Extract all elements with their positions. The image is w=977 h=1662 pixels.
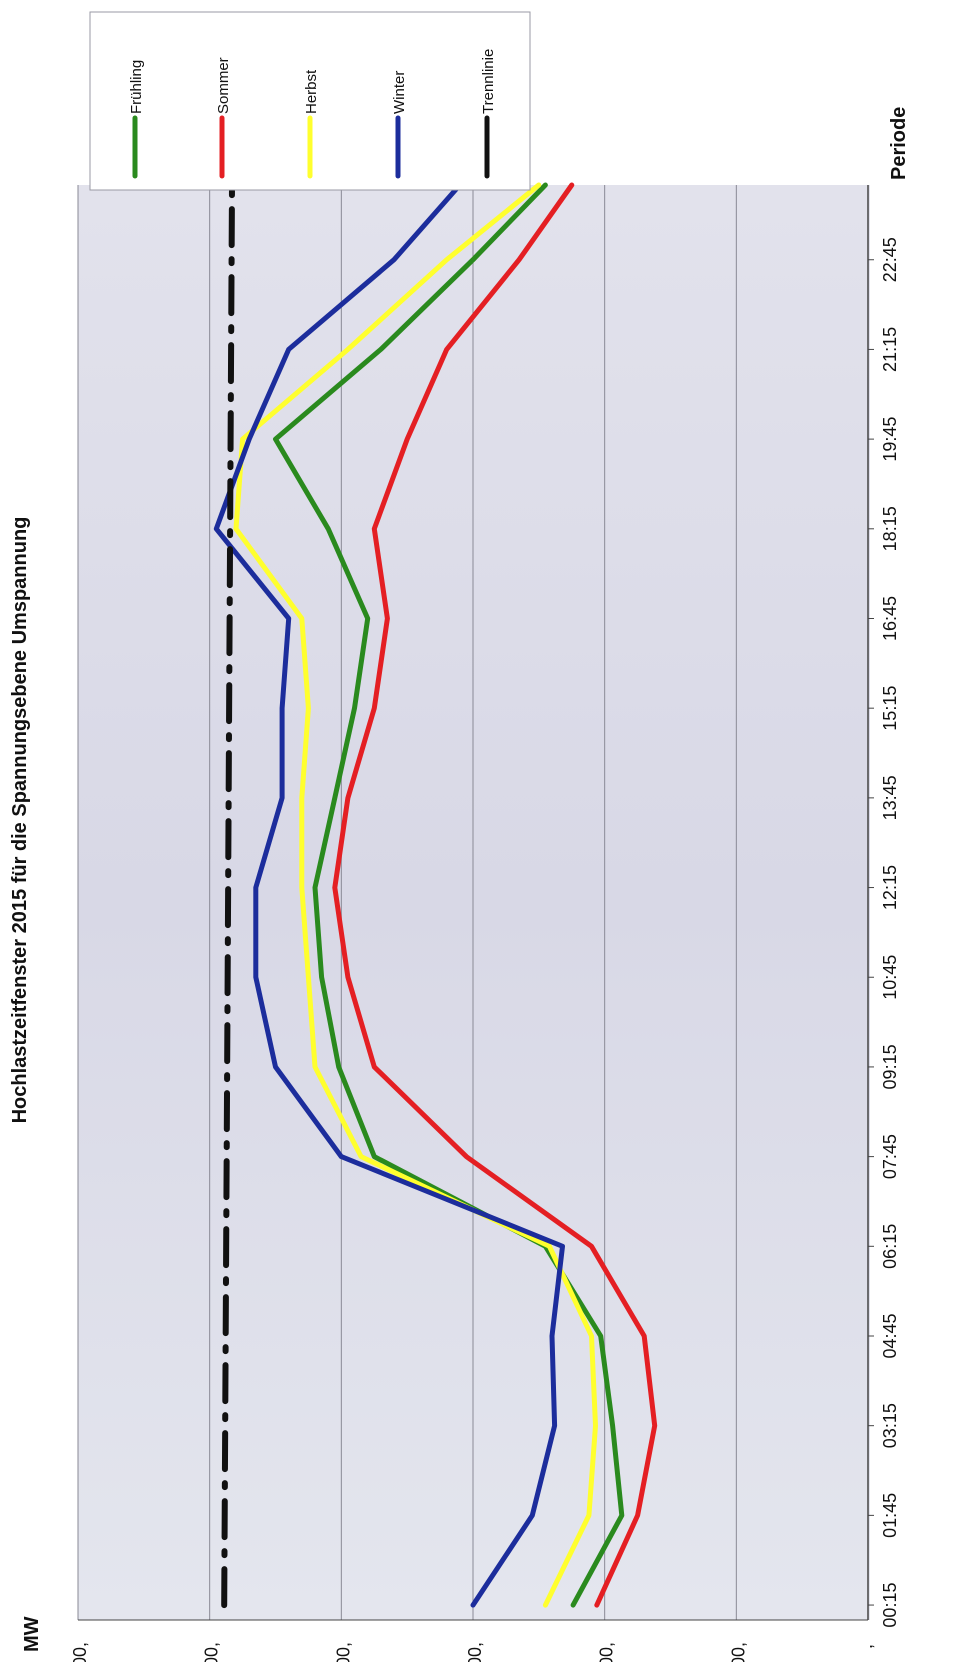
grid-lines: [77, 185, 737, 1620]
x-tick-label: 09:15: [880, 1044, 900, 1089]
y-tick-label: 20000,: [597, 1642, 617, 1662]
x-tick-label: 03:15: [880, 1403, 900, 1448]
plot-area: [78, 185, 870, 1620]
legend: Frühling Sommer Herbst Winter Trennlinie: [89, 11, 531, 191]
y-tick-label: 10000,: [728, 1642, 748, 1662]
y-tick-label: 60000,: [70, 1642, 90, 1662]
x-tick-label: 04:45: [880, 1313, 900, 1358]
legend-label: Frühling: [128, 60, 145, 114]
x-tick-label: 00:15: [880, 1583, 900, 1628]
x-tick-label: 16:45: [880, 596, 900, 641]
x-tick-label: 12:15: [880, 865, 900, 910]
x-tick-label: 22:45: [880, 237, 900, 282]
legend-label: Winter: [391, 71, 408, 114]
series-line-frühling: [273, 182, 625, 1608]
y-tick-label: 30000,: [465, 1642, 485, 1662]
x-tick-label: 07:45: [880, 1134, 900, 1179]
series-line-trennlinie: [221, 182, 235, 1609]
legend-label: Herbst: [303, 69, 320, 114]
y-tick-label: 50000,: [202, 1642, 222, 1662]
axes: 60000, 50000, 40000, 30000, 20000, 10000,, 00:…: [21, 107, 910, 1662]
legend-label: Trennlinie: [480, 49, 497, 114]
x-axis-title: Periode: [888, 107, 910, 180]
series-line-herbst: [233, 182, 598, 1608]
y-tick-label: 40000,: [333, 1642, 353, 1662]
series-line-sommer: [332, 182, 658, 1608]
x-tick-label: 15:15: [880, 686, 900, 731]
y-axis-title: MW: [21, 1616, 43, 1652]
x-tick-label: 01:45: [880, 1493, 900, 1538]
legend-label: Sommer: [215, 57, 232, 114]
x-tick-label: 19:45: [880, 417, 900, 462]
x-tick-label: 21:15: [880, 327, 900, 372]
series-lines: [213, 182, 658, 1609]
zero-tick-label: ,: [856, 1644, 876, 1649]
series-line-winter: [213, 182, 565, 1608]
x-tick-label: 06:15: [880, 1224, 900, 1269]
x-tick-label: 13:45: [880, 775, 900, 820]
x-tick-label: 10:45: [880, 955, 900, 1000]
x-tick-label: 18:15: [880, 506, 900, 551]
